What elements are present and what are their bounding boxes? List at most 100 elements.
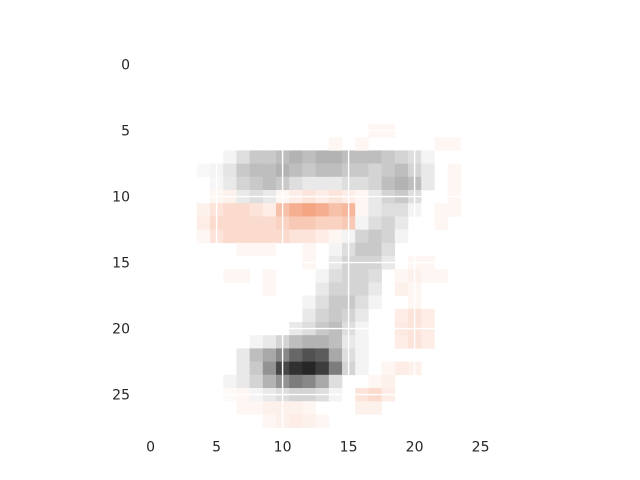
heatmap-cell — [302, 203, 316, 217]
heatmap-cell — [249, 163, 264, 178]
heatmap-cell — [302, 374, 316, 389]
x-tick-label: 20 — [406, 440, 424, 456]
heatmap-cell — [394, 308, 409, 323]
heatmap-cell — [355, 176, 369, 191]
heatmap-cell — [355, 150, 369, 164]
heatmap-cell — [315, 308, 330, 323]
heatmap-cell — [381, 374, 396, 389]
heatmap-cell — [249, 203, 264, 217]
heatmap-cell — [315, 414, 330, 428]
heatmap-cell — [434, 216, 448, 230]
y-tick-label: 5 — [121, 124, 130, 140]
heatmap-cell — [368, 229, 382, 244]
heatmap-cell — [236, 150, 250, 164]
y-axis-tick-labels: 0 5 10 15 20 25 — [112, 58, 130, 404]
heatmap-cell — [368, 203, 382, 217]
heatmap-cell — [289, 176, 303, 191]
heatmap-cell — [355, 137, 369, 151]
heatmap-cell — [236, 242, 250, 257]
heatmap-cell — [368, 282, 382, 296]
heatmap-cell — [394, 203, 409, 217]
heatmap-cell — [262, 176, 277, 191]
heatmap-cell — [315, 335, 330, 349]
heatmap-cell — [355, 335, 369, 349]
heatmap-cell — [368, 176, 382, 191]
heatmap-cell — [381, 150, 396, 164]
heatmap-cell — [315, 203, 330, 217]
heatmap-cell — [262, 348, 277, 362]
heatmap-cell — [302, 242, 316, 257]
heatmap-cell — [262, 242, 277, 257]
heatmap-cell — [355, 348, 369, 362]
heatmap-cell — [315, 374, 330, 389]
heatmap-cell — [249, 150, 264, 164]
heatmap-cell — [315, 229, 330, 244]
heatmap-cell — [381, 216, 396, 230]
heatmap-cell — [302, 335, 316, 349]
heatmap-cell — [355, 203, 369, 217]
heatmap-cell — [302, 308, 316, 323]
heatmap-cell — [355, 163, 369, 178]
heatmap-cell — [355, 401, 369, 415]
heatmap-cell — [289, 335, 303, 349]
heatmap-cell — [381, 229, 396, 244]
heatmap-cell — [381, 163, 396, 178]
heatmap-cell — [434, 269, 448, 283]
heatmap-cell — [289, 163, 303, 178]
heatmap-cell — [223, 203, 237, 217]
heatmap-cell — [355, 216, 369, 230]
heatmap-cell — [315, 361, 330, 376]
y-tick-label: 10 — [112, 190, 130, 206]
heatmap-cell — [196, 216, 211, 230]
y-tick-label: 20 — [112, 322, 130, 338]
heatmap-cell — [315, 163, 330, 178]
y-tick-label: 15 — [112, 256, 130, 272]
heatmap-cell — [394, 361, 409, 376]
heatmap-cell — [302, 348, 316, 362]
heatmap-cell — [262, 216, 277, 230]
heatmap-cell — [421, 150, 435, 164]
heatmap-cell — [236, 401, 250, 415]
heatmap-cell — [249, 348, 264, 362]
heatmap-cell — [302, 216, 316, 230]
heatmap-cell — [368, 242, 382, 257]
heatmap-cell — [302, 163, 316, 178]
heatmap-cell — [289, 229, 303, 244]
x-tick-label: 10 — [274, 440, 292, 456]
heatmap-cell — [262, 401, 277, 415]
heatmap-cell — [394, 163, 409, 178]
heatmap-cell — [262, 229, 277, 244]
y-tick-label: 25 — [112, 388, 130, 404]
heatmap-cell — [289, 216, 303, 230]
heatmap-cell — [262, 163, 277, 178]
grid-lines — [144, 58, 514, 428]
heatmap-cell — [223, 176, 237, 191]
heatmap-cell — [355, 269, 369, 283]
heatmap-cell — [328, 229, 343, 244]
heatmap-cell — [262, 361, 277, 376]
heatmap-cell — [328, 163, 343, 178]
heatmap-cell — [249, 361, 264, 376]
heatmap-cell — [196, 203, 211, 217]
heatmap-cell — [328, 203, 343, 217]
heatmap-cell — [289, 348, 303, 362]
heatmap-cell — [289, 203, 303, 217]
heatmap-cell — [223, 374, 237, 389]
heatmap-cell — [368, 150, 382, 164]
heatmap-cell — [302, 229, 316, 244]
heatmap-cell — [236, 203, 250, 217]
heatmap-cell — [236, 163, 250, 178]
heatmap-cell — [394, 335, 409, 349]
heatmap-cell — [328, 269, 343, 283]
heatmap-cell — [434, 203, 448, 217]
heatmap-cell — [249, 216, 264, 230]
heatmap-cell — [236, 348, 250, 362]
heatmap-cell — [196, 163, 211, 178]
heatmap-cell — [315, 216, 330, 230]
heatmap-cell — [289, 150, 303, 164]
heatmap-cell — [262, 374, 277, 389]
heatmap-cell — [315, 348, 330, 362]
heatmap-cell — [302, 176, 316, 191]
heatmap-cell — [302, 361, 316, 376]
